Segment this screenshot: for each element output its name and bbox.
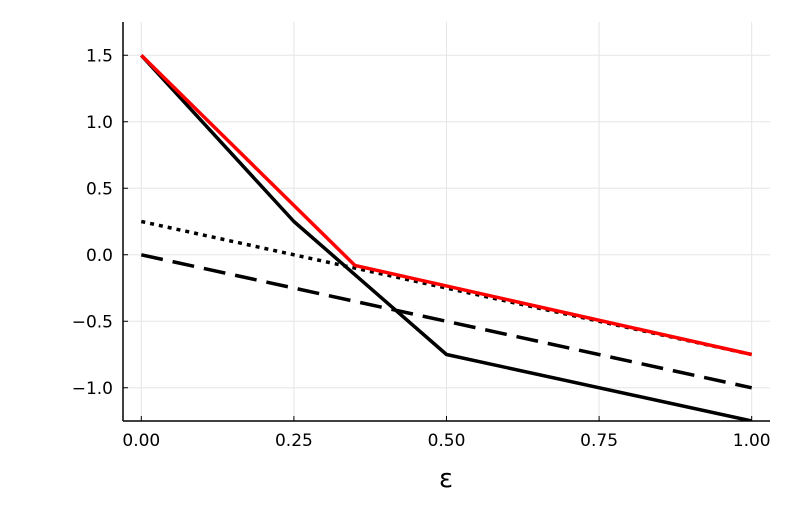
y-tick-label: −0.5 [72,312,113,332]
x-tick-label: 0.75 [580,431,618,451]
grid [123,22,770,421]
series-line-3-solid-black [140,54,753,421]
series-line-4-solid-red [140,54,753,357]
x-tick-label: 0.25 [275,431,313,451]
y-tick-label: 0.0 [86,246,113,266]
y-tick-label: −1.0 [72,379,113,399]
x-axis-label: ε [439,464,453,494]
series-line-1-dashed-black [140,253,753,390]
y-tick-label: 1.5 [86,46,113,66]
axes [122,22,770,422]
y-tick-label: 0.5 [86,179,113,199]
x-tick-label: 1.00 [733,431,771,451]
y-tick-label: 1.0 [86,113,113,133]
x-tick-label: 0.00 [122,431,160,451]
series-group [140,54,753,421]
x-tick-label: 0.50 [428,431,466,451]
tick-labels: 0.00 0.25 0.50 0.75 1.00 −1.0 −0.5 0.0 0.5 1.0 1.5 [72,46,771,451]
